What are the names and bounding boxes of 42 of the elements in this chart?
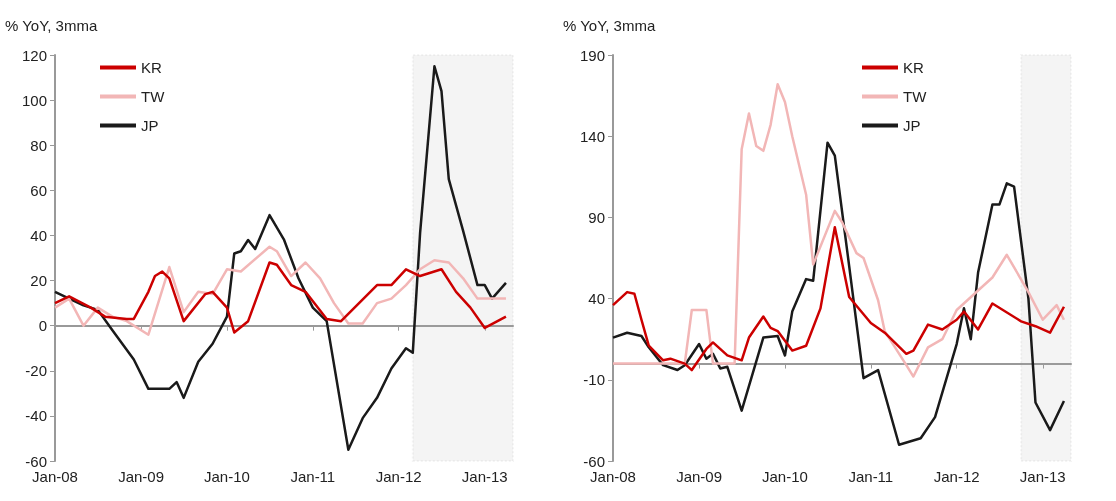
y-axis-title: % YoY, 3mma: [5, 17, 98, 34]
y-tick-label: 80: [30, 136, 47, 154]
y-tick-label: 90: [588, 208, 605, 226]
legend-label: KR: [141, 59, 162, 76]
y-tick-label: 140: [579, 127, 605, 145]
x-tick-label: Jan-09: [118, 468, 165, 485]
x-tick-label: Jan-11: [290, 468, 336, 485]
x-tick-label: Jan-10: [204, 468, 250, 485]
x-tick-label: Jan-12: [933, 468, 980, 485]
line-series: [611, 82, 1066, 378]
x-tick-label: Jan-10: [762, 468, 808, 485]
line-series: [53, 245, 508, 336]
legend-label: TW: [903, 88, 928, 105]
x-tick-label: Jan-13: [461, 468, 508, 485]
x-tick-label: Jan-11: [848, 468, 894, 485]
legend-label: KR: [903, 59, 924, 76]
line-series: [611, 141, 1066, 447]
y-tick-label: -60: [583, 452, 605, 470]
x-tick-label: Jan-08: [32, 468, 78, 485]
y-axis-title: % YoY, 3mma: [563, 17, 656, 34]
x-tick-label: Jan-12: [375, 468, 422, 485]
y-tick-label: -20: [25, 362, 47, 380]
y-tick-label: 20: [30, 272, 47, 290]
y-tick-label: 100: [21, 91, 47, 109]
y-tick-label: 40: [588, 290, 605, 308]
legend-label: TW: [141, 88, 166, 105]
line-series: [53, 65, 508, 451]
y-tick-label: -40: [25, 407, 47, 425]
y-tick-label: -60: [25, 452, 47, 470]
x-tick-label: Jan-13: [1019, 468, 1066, 485]
y-tick-label: 190: [579, 46, 605, 64]
x-tick-label: Jan-08: [590, 468, 636, 485]
legend-label: JP: [141, 117, 159, 134]
y-tick-label: 0: [38, 317, 47, 335]
line-series: [611, 225, 1066, 372]
y-tick-label: 40: [30, 226, 47, 244]
y-tick-label: 120: [21, 46, 47, 64]
x-tick-label: Jan-09: [676, 468, 723, 485]
y-tick-label: 60: [30, 181, 47, 199]
line-series: [53, 261, 508, 334]
legend-label: JP: [903, 117, 921, 134]
y-tick-label: -10: [583, 371, 605, 389]
